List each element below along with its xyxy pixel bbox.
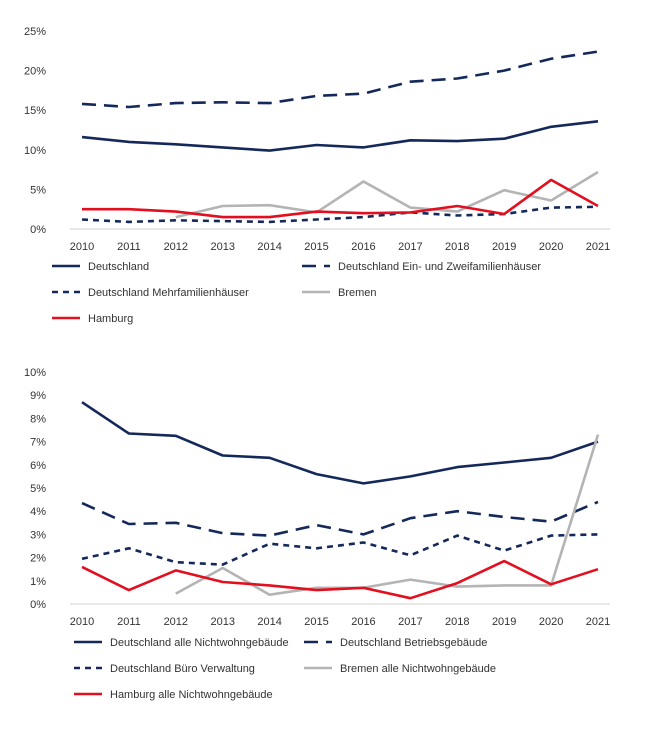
- legend-label: Bremen alle Nichtwohngebäude: [340, 663, 496, 675]
- y-tick-label: 1%: [30, 576, 46, 588]
- legend-label: Deutschland Betriebsgebäude: [340, 637, 487, 649]
- x-tick-label: 2016: [351, 616, 375, 628]
- x-tick-label: 2012: [164, 241, 188, 253]
- series-line-3: [81, 533, 599, 566]
- legend-label: Deutschland: [88, 261, 149, 273]
- x-tick-label: 2021: [586, 616, 610, 628]
- x-tick-label: 2014: [257, 241, 281, 253]
- legend-label: Hamburg alle Nichtwohngebäude: [110, 689, 273, 701]
- y-tick-label: 7%: [30, 437, 46, 449]
- y-tick-label: 0%: [30, 224, 46, 236]
- y-tick-label: 6%: [30, 460, 46, 472]
- x-tick-label: 2020: [539, 616, 563, 628]
- x-tick-label: 2012: [164, 616, 188, 628]
- series-line-4: [175, 434, 600, 596]
- x-tick-label: 2016: [351, 241, 375, 253]
- x-tick-label: 2017: [398, 241, 422, 253]
- x-tick-label: 2014: [257, 616, 281, 628]
- y-tick-label: 10%: [24, 367, 46, 379]
- legend-label: Hamburg: [88, 313, 133, 325]
- y-tick-label: 0%: [30, 599, 46, 611]
- x-tick-label: 2013: [210, 616, 234, 628]
- x-tick-label: 2015: [304, 241, 328, 253]
- series-line-1: [81, 120, 599, 152]
- legend-label: Deutschland alle Nichtwohngebäude: [110, 637, 289, 649]
- chart-top: 0% 5% 10% 15% 20% 25% 2010 2011 2012 2013 2014 2015…: [24, 26, 610, 325]
- x-tick-label: 2017: [398, 616, 422, 628]
- y-tick-label: 3%: [30, 529, 46, 541]
- x-tick-label: 2021: [586, 241, 610, 253]
- x-tick-label: 2010: [70, 616, 94, 628]
- legend-label: Deutschland Büro Verwaltung: [110, 663, 255, 675]
- y-tick-label: 25%: [24, 26, 46, 38]
- series-line-1: [81, 401, 599, 485]
- x-tick-label: 2011: [117, 616, 141, 628]
- x-tick-label: 2018: [445, 616, 469, 628]
- x-tick-label: 2019: [492, 616, 516, 628]
- y-tick-label: 9%: [30, 390, 46, 402]
- x-tick-label: 2011: [117, 241, 141, 253]
- x-tick-label: 2019: [492, 241, 516, 253]
- legend-label: Deutschland Mehrfamilienhäuser: [88, 287, 249, 299]
- legend-label: Bremen: [338, 287, 377, 299]
- y-tick-label: 2%: [30, 553, 46, 565]
- y-tick-label: 10%: [24, 145, 46, 157]
- y-tick-label: 20%: [24, 66, 46, 78]
- x-tick-label: 2018: [445, 241, 469, 253]
- y-tick-label: 5%: [30, 184, 46, 196]
- y-tick-label: 15%: [24, 105, 46, 117]
- series-line-5: [82, 178, 599, 219]
- series-line-2: [81, 50, 599, 109]
- x-tick-label: 2013: [210, 241, 234, 253]
- x-tick-label: 2020: [539, 241, 563, 253]
- chart-bottom: 0% 1% 2% 3% 4% 5% 6% 7% 8% 9% 10% 2010 2011 2012 2013 2…: [24, 367, 610, 701]
- y-tick-label: 8%: [30, 413, 46, 425]
- legend-label: Deutschland Ein- und Zweifamilienhäuser: [338, 261, 541, 273]
- y-tick-label: 5%: [30, 483, 46, 495]
- x-tick-label: 2010: [70, 241, 94, 253]
- series-line-2: [81, 500, 599, 537]
- x-tick-label: 2015: [304, 616, 328, 628]
- series-line-3: [81, 205, 599, 224]
- series-line-5: [81, 559, 599, 600]
- y-tick-label: 4%: [30, 506, 46, 518]
